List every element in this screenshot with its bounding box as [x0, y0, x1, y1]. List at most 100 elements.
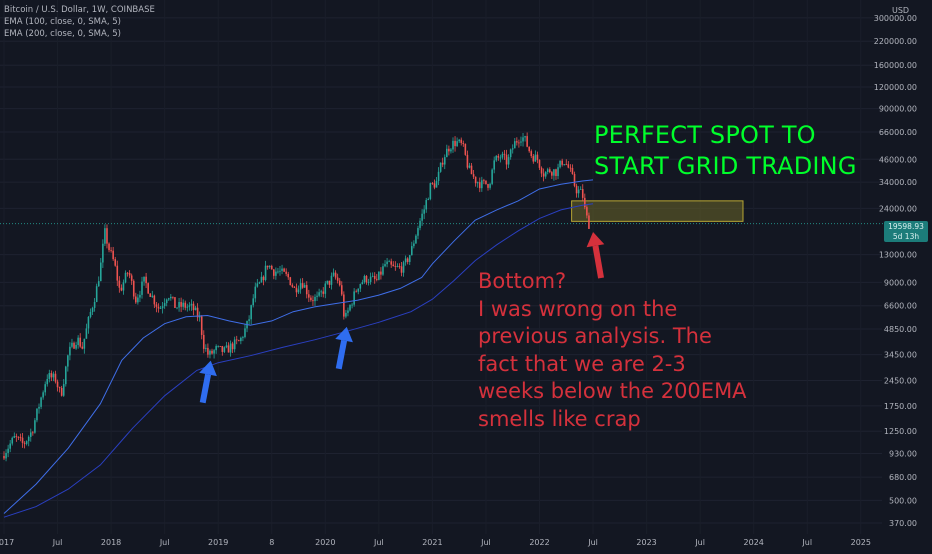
candle-body [108, 243, 110, 251]
candle-body [559, 160, 561, 168]
candle-body [248, 319, 250, 321]
candle-body [546, 169, 549, 172]
candle-body [38, 406, 40, 409]
candle-body [211, 350, 213, 354]
candle-body [569, 167, 572, 169]
candle-body [460, 139, 463, 143]
candle-body [411, 246, 413, 256]
candle-body [44, 384, 46, 393]
candle-body [501, 153, 504, 158]
x-tick-label: 2025 [851, 538, 871, 547]
candle-body [400, 266, 403, 273]
candle-body [242, 337, 244, 338]
candle-body [279, 270, 281, 272]
candle-body [244, 328, 246, 338]
y-tick-label: 34000.00 [879, 178, 917, 187]
candle-body [155, 304, 158, 307]
candle-body [21, 437, 24, 443]
candle-body [429, 183, 432, 199]
candle-body [417, 227, 419, 236]
candle-body [120, 287, 123, 291]
candle-body [390, 261, 393, 265]
candle-body [194, 307, 197, 311]
candle-body [415, 235, 417, 244]
candle-body [462, 142, 465, 144]
candle-body [260, 276, 263, 283]
candle-body [17, 436, 20, 438]
axes: 370.00 500.00 680.00 930.00 1250.00 1750.00 24… [0, 14, 917, 547]
candle-body [112, 250, 114, 260]
candle-body [277, 271, 279, 273]
candle-body [114, 259, 117, 266]
annotation-red-line: fact that we are 2-3 [478, 351, 686, 376]
y-tick-label: 370.00 [889, 519, 917, 528]
y-tick-label: 220000.00 [874, 37, 917, 46]
candle-body [487, 184, 489, 188]
currency-label[interactable]: USD [892, 6, 910, 15]
y-tick-label: 13000.00 [879, 251, 917, 260]
candle-body [503, 153, 506, 155]
candle-body [182, 302, 184, 307]
candle-body [408, 255, 411, 262]
y-tick-label: 6600.00 [884, 302, 917, 311]
candle-body [394, 266, 397, 268]
candle-body [256, 283, 259, 287]
candle-body [456, 141, 458, 147]
candle-body [100, 262, 102, 282]
candle-body [165, 299, 168, 304]
candle-body [153, 295, 156, 305]
candle-body [427, 198, 430, 201]
candle-body [516, 141, 518, 143]
candle-body [363, 276, 366, 283]
candle-body [273, 269, 275, 276]
candle-body [520, 141, 522, 143]
candle-body [357, 288, 360, 292]
candle-body [167, 298, 170, 300]
candle-body [81, 346, 84, 349]
candle-body [5, 453, 7, 459]
candle-body [443, 157, 446, 165]
candle-body [110, 250, 112, 251]
candle-body [458, 139, 460, 142]
candle-body [145, 276, 147, 284]
candle-body [264, 265, 267, 281]
candle-body [431, 183, 434, 184]
candle-body [270, 265, 273, 270]
candle-body [454, 140, 456, 147]
annotation-green-line: START GRID TRADING [594, 152, 857, 180]
candle-body [250, 305, 252, 320]
candle-body [102, 243, 104, 263]
candle-body [50, 373, 53, 378]
candle-body [141, 281, 143, 295]
candle-body [382, 266, 384, 275]
current-price-value: 19598.93 [888, 222, 924, 231]
candle-body [95, 286, 98, 302]
y-tick-label: 66000.00 [879, 128, 917, 137]
candle-body [588, 215, 590, 229]
candle-body [338, 280, 341, 286]
legend-ema200[interactable]: EMA (200, close, 0, SMA, 5) [4, 29, 121, 39]
candle-body [499, 157, 502, 159]
candle-body [36, 408, 38, 421]
candle-body [573, 173, 576, 186]
candle-body [536, 154, 539, 160]
candle-body [188, 305, 191, 307]
candle-body [507, 157, 510, 165]
candle-body [322, 291, 325, 294]
legend-symbol[interactable]: Bitcoin / U.S. Dollar, 1W, COINBASE [4, 5, 155, 15]
legend-ema100[interactable]: EMA (100, close, 0, SMA, 5) [4, 17, 121, 27]
candle-body [371, 275, 374, 277]
candle-body [450, 149, 452, 152]
current-price-badge: 19598.93 5d 13h [884, 221, 928, 242]
candle-body [396, 266, 399, 267]
candle-body [310, 297, 312, 301]
candle-body [213, 350, 215, 354]
candles [3, 132, 590, 462]
candle-body [435, 180, 438, 188]
candle-body [312, 300, 314, 302]
candle-body [42, 392, 44, 398]
candle-body [464, 143, 467, 155]
candle-body [15, 436, 18, 437]
